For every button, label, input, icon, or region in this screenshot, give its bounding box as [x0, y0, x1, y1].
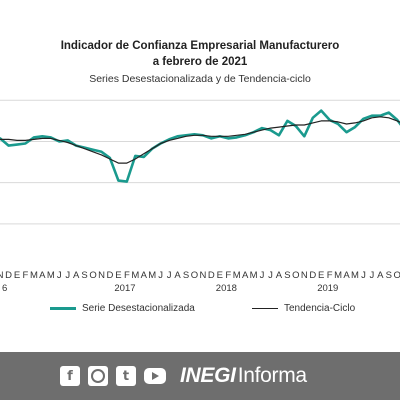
series-line-tendencia: [0, 116, 400, 164]
legend-swatch-desestacionalizada: [50, 307, 76, 310]
month-tick-label: O: [394, 270, 400, 281]
month-tick-label: M: [250, 270, 258, 281]
x-axis-month-labels: JASONDEFMAMJJASONDEFMAMJJASONDEFMAMJJASO…: [0, 270, 400, 281]
chart-title-line1: Indicador de Confianza Empresarial Manuf…: [60, 40, 340, 52]
month-tick-label: A: [377, 270, 384, 281]
month-tick-label: N: [0, 270, 4, 281]
month-tick-label: A: [73, 270, 80, 281]
line-chart: JASONDEFMAMJJASONDEFMAMJJASONDEFMAMJJASO…: [0, 99, 400, 294]
brand-bold: INEGI: [180, 364, 236, 387]
x-axis-year-labels: 62017201820192020: [2, 283, 338, 294]
year-label-6: 6: [2, 283, 7, 294]
month-tick-label: E: [14, 270, 20, 281]
month-tick-label: A: [343, 270, 350, 281]
month-tick-label: S: [386, 270, 392, 281]
month-tick-label: M: [148, 270, 156, 281]
month-tick-label: D: [309, 270, 316, 281]
month-tick-label: E: [318, 270, 324, 281]
instagram-icon[interactable]: [88, 366, 108, 386]
month-tick-label: J: [361, 270, 366, 281]
month-tick-label: A: [141, 270, 148, 281]
month-tick-label: O: [89, 270, 96, 281]
footer-bar: f t INEGI Informa: [0, 352, 400, 400]
month-tick-label: N: [301, 270, 308, 281]
month-tick-label: M: [351, 270, 359, 281]
month-tick-label: M: [131, 270, 139, 281]
month-tick-label: O: [191, 270, 198, 281]
month-tick-label: E: [115, 270, 121, 281]
month-tick-label: J: [158, 270, 163, 281]
month-tick-label: S: [81, 270, 87, 281]
legend-label-desestacionalizada: Serie Desestacionalizada: [82, 303, 195, 314]
month-tick-label: N: [199, 270, 206, 281]
month-tick-label: F: [225, 270, 231, 281]
month-tick-label: M: [233, 270, 241, 281]
twitter-icon[interactable]: t: [116, 366, 136, 386]
month-tick-label: D: [5, 270, 12, 281]
month-tick-label: M: [30, 270, 38, 281]
gridlines: [0, 99, 400, 225]
legend-swatch-tendencia: [252, 308, 278, 309]
month-tick-label: A: [242, 270, 249, 281]
year-label-2017: 2017: [114, 283, 135, 294]
legend-label-tendencia: Tendencia-Ciclo: [284, 303, 356, 314]
year-label-2018: 2018: [216, 283, 237, 294]
month-tick-label: N: [98, 270, 105, 281]
chart-title-line2: a febrero de 2021: [152, 56, 248, 68]
month-tick-label: D: [107, 270, 114, 281]
legend-item-desestacionalizada: Serie Desestacionalizada: [50, 303, 195, 314]
legend-item-tendencia: Tendencia-Ciclo: [252, 303, 355, 314]
month-tick-label: S: [183, 270, 189, 281]
month-tick-label: A: [174, 270, 181, 281]
month-tick-label: J: [167, 270, 172, 281]
inegi-informa-logo[interactable]: INEGI Informa: [180, 364, 307, 388]
month-tick-label: S: [284, 270, 290, 281]
month-tick-label: E: [217, 270, 223, 281]
series-line-desestacionalizada: [0, 109, 400, 183]
month-tick-label: J: [57, 270, 62, 281]
month-tick-label: O: [292, 270, 299, 281]
chart-subtitle: Series Desestacionalizada y de Tendencia…: [89, 73, 311, 85]
month-tick-label: A: [39, 270, 46, 281]
legend: Serie Desestacionalizada Tendencia-Ciclo: [0, 303, 400, 317]
month-tick-label: A: [276, 270, 283, 281]
month-tick-label: J: [268, 270, 273, 281]
youtube-icon[interactable]: [144, 368, 166, 384]
series-lines: [0, 109, 400, 183]
year-label-2019: 2019: [317, 283, 338, 294]
facebook-icon[interactable]: f: [60, 366, 80, 386]
month-tick-label: M: [47, 270, 55, 281]
brand-light: Informa: [237, 364, 307, 387]
month-tick-label: M: [334, 270, 342, 281]
month-tick-label: J: [370, 270, 375, 281]
month-tick-label: D: [208, 270, 215, 281]
month-tick-label: F: [327, 270, 333, 281]
month-tick-label: J: [65, 270, 70, 281]
month-tick-label: F: [124, 270, 130, 281]
month-tick-label: F: [23, 270, 29, 281]
month-tick-label: J: [260, 270, 265, 281]
